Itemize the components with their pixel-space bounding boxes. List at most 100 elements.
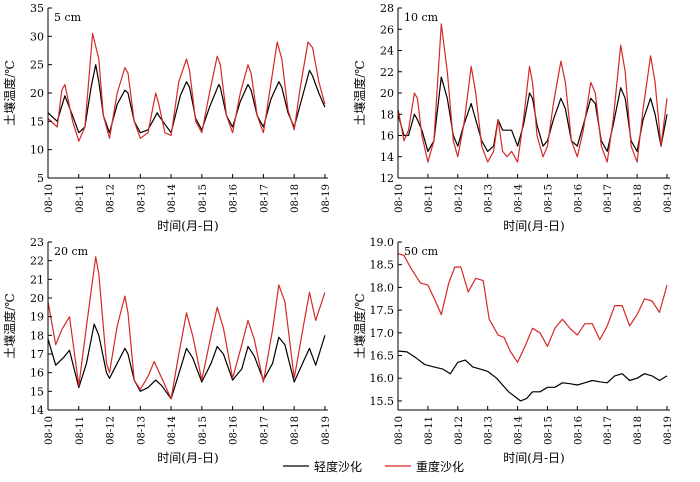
x-tick-label: 08-14 bbox=[514, 184, 525, 213]
x-tick-label: 08-12 bbox=[106, 184, 117, 213]
legend-label-heavy: 重度沙化 bbox=[416, 459, 464, 474]
x-tick-label: 08-17 bbox=[259, 184, 270, 213]
y-tick-label: 18 bbox=[380, 108, 394, 121]
x-tick-label: 08-18 bbox=[633, 184, 644, 213]
x-tick-label: 08-15 bbox=[198, 416, 209, 445]
y-tick-label: 16.5 bbox=[370, 350, 395, 363]
y-tick-label: 18.5 bbox=[370, 259, 395, 272]
y-tick-label: 20 bbox=[30, 87, 44, 100]
x-tick-label: 08-13 bbox=[484, 184, 495, 213]
y-tick-label: 24 bbox=[380, 45, 394, 58]
y-tick-label: 15.5 bbox=[370, 395, 395, 408]
y-tick-label: 15 bbox=[30, 385, 44, 398]
legend: 轻度沙化 重度沙化 bbox=[283, 459, 464, 474]
x-tick-label: 08-10 bbox=[44, 416, 55, 445]
panel-title: 50 cm bbox=[404, 245, 439, 258]
y-tick-label: 21 bbox=[30, 273, 44, 286]
legend-label-light: 轻度沙化 bbox=[314, 459, 362, 474]
x-tick-label: 08-19 bbox=[663, 416, 674, 445]
y-tick-label: 22 bbox=[30, 255, 44, 268]
panel-title: 5 cm bbox=[54, 11, 82, 24]
y-tick-label: 26 bbox=[380, 23, 394, 36]
y-tick-label: 17.0 bbox=[370, 327, 395, 340]
x-tick-label: 08-18 bbox=[290, 416, 301, 445]
x-tick-label: 08-16 bbox=[229, 416, 240, 445]
panel-20cm: 14 15 16 17 18 19 20 21 22 23 08-10 08-11 08-12 08-13… bbox=[2, 236, 332, 465]
x-tick-label: 08-17 bbox=[603, 416, 614, 445]
y-tick-label: 30 bbox=[30, 30, 44, 43]
x-tick-label: 08-12 bbox=[106, 416, 117, 445]
panel-50cm: 15.5 16.0 16.5 17.0 17.5 18.0 18.5 19.0 08-10 08-… bbox=[352, 236, 674, 465]
series-line-heavy bbox=[397, 23, 668, 163]
panel-5cm: 5 10 15 20 25 30 35 08-10 08-11 08-12 08-13 08-14 08… bbox=[2, 2, 332, 233]
x-tick-label: 08-14 bbox=[167, 416, 178, 445]
x-tick-label: 08-15 bbox=[198, 184, 209, 213]
x-axis-label: 时间(月-日) bbox=[503, 219, 564, 233]
y-tick-label: 14 bbox=[380, 151, 394, 164]
y-tick-label: 15 bbox=[30, 115, 44, 128]
y-axis-label: 土壤温度/℃ bbox=[352, 293, 367, 358]
series-line-light bbox=[397, 350, 668, 402]
series-line-light bbox=[47, 323, 326, 400]
y-tick-label: 5 bbox=[37, 172, 44, 185]
series-line-heavy bbox=[47, 256, 326, 400]
x-axis-label: 时间(月-日) bbox=[503, 451, 564, 465]
y-tick-label: 19.0 bbox=[370, 236, 395, 249]
y-tick-label: 14 bbox=[30, 404, 44, 417]
x-tick-label: 08-12 bbox=[454, 184, 465, 213]
series-line-light bbox=[47, 64, 326, 134]
x-tick-label: 08-15 bbox=[543, 184, 554, 213]
series-line-light bbox=[397, 76, 668, 152]
x-tick-label: 08-12 bbox=[454, 416, 465, 445]
x-tick-label: 08-11 bbox=[424, 184, 435, 213]
y-tick-label: 16 bbox=[380, 130, 394, 143]
y-tick-label: 22 bbox=[380, 66, 394, 79]
y-axis-label: 土壤温度/℃ bbox=[2, 293, 17, 358]
x-tick-label: 08-13 bbox=[136, 416, 147, 445]
x-tick-label: 08-17 bbox=[603, 184, 614, 213]
x-axis-label: 时间(月-日) bbox=[157, 451, 218, 465]
x-tick-label: 08-11 bbox=[75, 416, 86, 445]
y-tick-label: 28 bbox=[380, 2, 394, 15]
y-tick-label: 19 bbox=[30, 311, 44, 324]
x-tick-label: 08-14 bbox=[167, 184, 178, 213]
y-axis-label: 土壤温度/℃ bbox=[2, 60, 17, 125]
y-tick-label: 25 bbox=[30, 59, 44, 72]
x-tick-label: 08-19 bbox=[663, 184, 674, 213]
x-tick-label: 08-13 bbox=[484, 416, 495, 445]
x-tick-label: 08-19 bbox=[321, 416, 332, 445]
series-line-heavy bbox=[47, 32, 326, 142]
x-tick-label: 08-16 bbox=[573, 416, 584, 445]
y-tick-label: 17 bbox=[30, 348, 44, 361]
y-tick-label: 18.0 bbox=[370, 281, 395, 294]
x-tick-label: 08-10 bbox=[394, 184, 405, 213]
x-tick-label: 08-16 bbox=[229, 184, 240, 213]
panel-title: 10 cm bbox=[404, 11, 439, 24]
y-tick-label: 10 bbox=[30, 144, 44, 157]
y-tick-label: 16.0 bbox=[370, 372, 395, 385]
x-axis-label: 时间(月-日) bbox=[157, 219, 218, 233]
x-tick-label: 08-15 bbox=[543, 416, 554, 445]
x-tick-label: 08-10 bbox=[44, 184, 55, 213]
x-tick-label: 08-10 bbox=[394, 416, 405, 445]
x-tick-label: 08-11 bbox=[75, 184, 86, 213]
panel-10cm: 12 14 16 18 20 22 24 26 28 08-10 08-11 08-12 08-13 08… bbox=[352, 2, 674, 233]
x-tick-label: 08-16 bbox=[573, 184, 584, 213]
y-tick-label: 35 bbox=[30, 2, 44, 15]
x-tick-label: 08-19 bbox=[321, 184, 332, 213]
x-tick-label: 08-14 bbox=[514, 416, 525, 445]
x-tick-label: 08-18 bbox=[633, 416, 644, 445]
y-tick-label: 17.5 bbox=[370, 304, 395, 317]
y-tick-label: 16 bbox=[30, 367, 44, 380]
y-tick-label: 18 bbox=[30, 329, 44, 342]
y-tick-label: 12 bbox=[380, 172, 394, 185]
y-axis-label: 土壤温度/℃ bbox=[352, 60, 367, 125]
y-tick-label: 23 bbox=[30, 236, 44, 249]
x-tick-label: 08-11 bbox=[424, 416, 435, 445]
y-tick-label: 20 bbox=[380, 87, 394, 100]
x-tick-label: 08-17 bbox=[259, 416, 270, 445]
y-tick-label: 20 bbox=[30, 292, 44, 305]
panel-title: 20 cm bbox=[54, 245, 89, 258]
x-tick-label: 08-13 bbox=[136, 184, 147, 213]
